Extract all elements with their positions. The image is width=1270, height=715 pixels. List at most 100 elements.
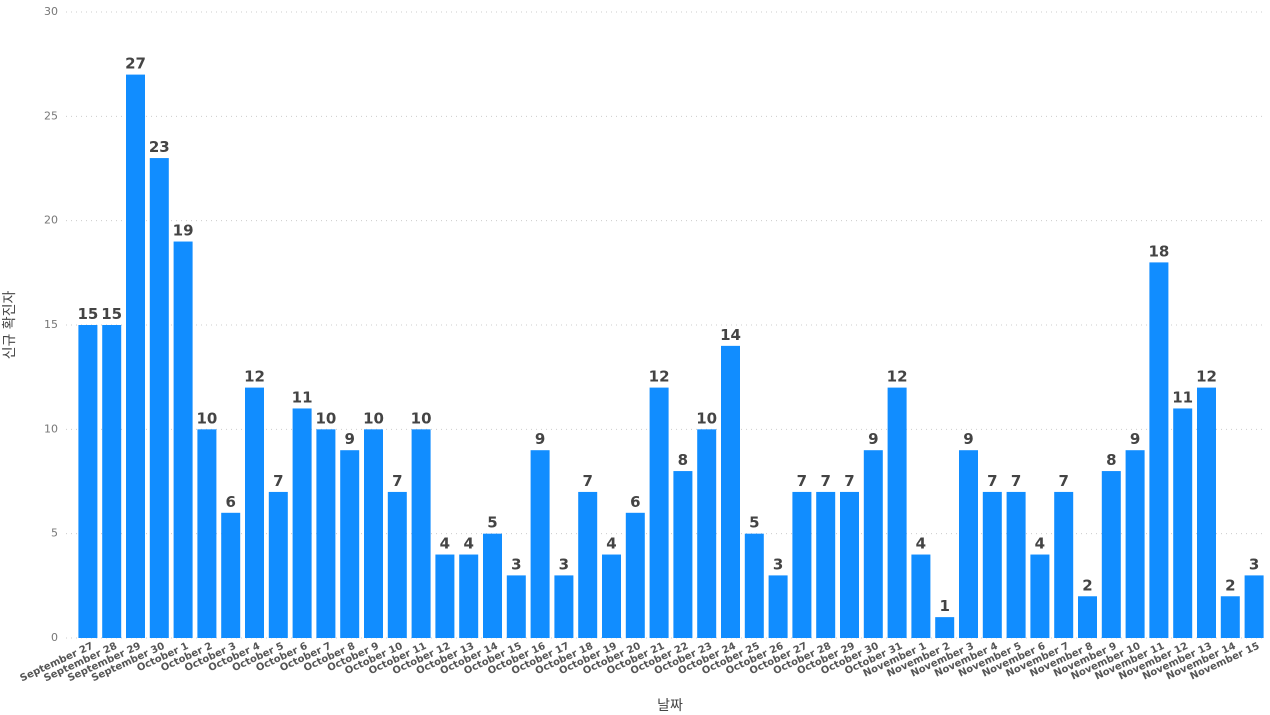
- bar: [530, 450, 550, 638]
- value-label: 10: [363, 409, 384, 427]
- value-label: 2: [1225, 576, 1235, 594]
- bar: [721, 345, 740, 638]
- bar: [982, 491, 1002, 638]
- value-label: 7: [797, 472, 807, 490]
- bar: [840, 491, 859, 638]
- bar: [102, 325, 122, 638]
- y-tick-label: 25: [44, 109, 58, 122]
- bar: [554, 575, 574, 638]
- value-label: 4: [916, 535, 926, 553]
- y-tick-label: 30: [44, 5, 58, 18]
- bar: [1197, 387, 1216, 638]
- bar: [1125, 450, 1145, 638]
- value-label: 15: [77, 305, 98, 323]
- value-label: 7: [392, 472, 402, 490]
- value-label: 12: [649, 368, 670, 386]
- value-label: 18: [1148, 242, 1169, 260]
- bar: [1149, 262, 1169, 638]
- bar: [149, 158, 169, 639]
- value-label: 8: [1106, 451, 1116, 469]
- bar: [126, 74, 145, 639]
- value-label: 15: [101, 305, 122, 323]
- value-label: 4: [440, 535, 450, 553]
- bar: [340, 450, 360, 638]
- bar: [935, 617, 955, 638]
- value-label: 12: [1196, 368, 1217, 386]
- bar: [816, 491, 836, 638]
- value-label: 12: [887, 368, 908, 386]
- bar: [887, 387, 907, 638]
- value-label: 19: [173, 222, 194, 240]
- bar: [245, 387, 264, 638]
- bar: [911, 554, 931, 638]
- bar: [197, 429, 217, 638]
- value-label: 7: [1011, 472, 1021, 490]
- bar: [173, 241, 193, 639]
- value-label: 9: [1130, 430, 1140, 448]
- y-axis-title: 신규 확진자: [2, 290, 18, 359]
- value-label: 3: [773, 555, 783, 573]
- bar: [411, 429, 431, 638]
- value-label: 4: [463, 535, 473, 553]
- bar: [649, 387, 669, 638]
- value-label: 10: [696, 409, 717, 427]
- y-tick-label: 15: [44, 318, 58, 331]
- bar: [459, 554, 479, 638]
- bar: [602, 554, 621, 638]
- bar: [387, 491, 407, 638]
- value-label: 6: [630, 493, 640, 511]
- value-label: 3: [511, 555, 521, 573]
- value-label: 4: [606, 535, 616, 553]
- value-label: 14: [720, 326, 741, 344]
- value-label: 27: [125, 55, 146, 73]
- y-tick-label: 10: [44, 422, 58, 435]
- bar: [78, 325, 98, 638]
- bar: [506, 575, 526, 638]
- x-axis-title: 날짜: [657, 698, 683, 714]
- bar: [364, 429, 383, 638]
- value-label: 8: [678, 451, 688, 469]
- y-tick-label: 5: [51, 527, 58, 540]
- value-label: 9: [963, 430, 973, 448]
- value-label: 7: [820, 472, 830, 490]
- value-label: 9: [535, 430, 545, 448]
- bar: [483, 533, 502, 638]
- value-label: 12: [244, 368, 265, 386]
- bar: [673, 471, 693, 638]
- value-label: 1: [939, 597, 949, 615]
- value-label: 4: [1035, 535, 1045, 553]
- bar: [959, 450, 978, 638]
- value-label: 5: [749, 514, 759, 532]
- bar: [316, 429, 336, 638]
- bar: [221, 512, 241, 638]
- value-label: 7: [582, 472, 592, 490]
- bar: [1101, 471, 1121, 638]
- bar: [744, 533, 764, 638]
- value-label: 7: [1058, 472, 1068, 490]
- bar: [1006, 491, 1026, 638]
- y-tick-label: 20: [44, 214, 58, 227]
- value-label: 5: [487, 514, 497, 532]
- value-label: 11: [1172, 388, 1193, 406]
- value-label: 6: [225, 493, 235, 511]
- bar: [578, 491, 598, 638]
- value-label: 7: [273, 472, 283, 490]
- value-label: 2: [1082, 576, 1092, 594]
- value-label: 7: [987, 472, 997, 490]
- bar: [435, 554, 455, 638]
- bar: [697, 429, 717, 638]
- bar: [768, 575, 788, 638]
- bar: [1244, 575, 1264, 638]
- bar: [792, 491, 812, 638]
- value-label: 3: [1249, 555, 1259, 573]
- value-label: 11: [292, 388, 313, 406]
- bar: [1078, 596, 1097, 638]
- value-label: 10: [315, 409, 336, 427]
- y-tick-label: 0: [51, 631, 58, 644]
- bar: [625, 512, 645, 638]
- bar: [863, 450, 883, 638]
- bar: [268, 491, 288, 638]
- value-label: 10: [411, 409, 432, 427]
- value-label: 10: [196, 409, 217, 427]
